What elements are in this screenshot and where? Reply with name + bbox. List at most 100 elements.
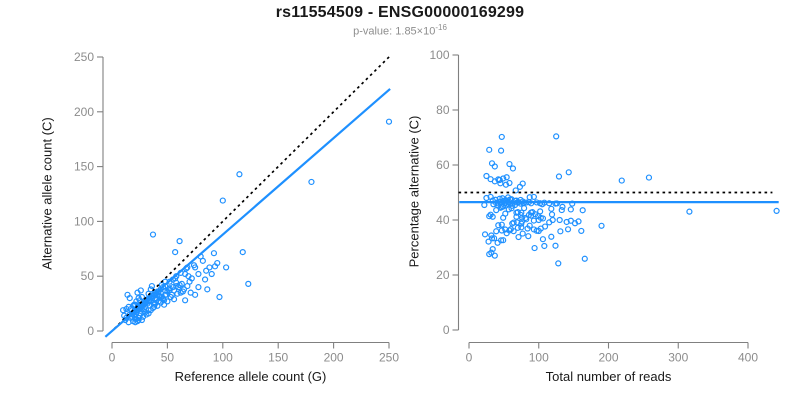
left-data-point [151,303,158,310]
left-data-point [143,298,150,305]
right-data-point [598,222,605,229]
right-data-point [483,172,490,180]
left-data-point [201,276,209,283]
right-data-point [564,226,572,233]
right-data-point [497,204,504,211]
identity-line [113,54,392,330]
right-data-point [516,183,524,190]
right-data-point [518,209,525,216]
left-data-point [160,301,168,308]
left-y-tick-label: 100 [74,214,94,228]
left-x-tick-label: 100 [213,351,233,365]
right-data-point [541,242,548,250]
left-data-point [174,290,181,297]
left-data-point [210,250,218,257]
left-y-tick-label: 150 [74,160,94,174]
right-data-point [486,251,493,258]
left-x-tick-label: 0 [109,351,116,365]
right-data-point [498,221,505,228]
right-x-tick-label: 0 [466,351,473,365]
left-data-point [124,291,131,298]
right-data-point [546,200,553,207]
right-data-point [645,174,653,181]
right-y-tick-label: 40 [436,213,450,227]
right-data-point [493,228,500,235]
left-data-point [208,270,215,278]
left-y-tick-label: 250 [74,50,94,64]
right-data-point [773,207,780,214]
right-data-point [491,163,498,170]
left-data-point [236,171,243,178]
right-data-point [500,214,507,221]
right-data-point [510,228,517,235]
right-data-point [548,211,556,218]
left-data-point [239,248,246,256]
left-data-point [182,297,189,304]
right-data-point [539,215,547,222]
right-data-point [563,218,570,226]
right-data-point [503,174,510,181]
right-data-point [575,218,582,225]
left-data-point [159,295,167,302]
right-plot-ylabel: Percentage alternative (C) [406,115,422,268]
right-data-point [618,177,625,184]
right-data-point [541,223,549,230]
right-data-point [512,187,519,194]
left-y-tick-label: 50 [81,269,95,283]
right-data-point [549,216,556,224]
right-y-tick-label: 20 [436,268,450,282]
left-data-point [223,264,230,271]
right-data-point [530,217,537,224]
right-data-point [558,206,565,214]
right-data-point [537,208,544,215]
right-data-point [555,173,563,180]
right-data-point [499,195,506,202]
right-y-tick-label: 100 [429,48,449,62]
right-data-point [567,206,574,213]
right-data-point [489,246,496,253]
left-data-point [119,307,127,314]
right-y-tick-label: 0 [443,323,450,337]
left-data-point [206,264,213,271]
right-data-point [519,180,526,187]
right-data-point [565,169,572,176]
left-data-point [151,301,158,308]
right-data-point [531,244,538,252]
right-data-point [485,238,492,245]
left-data-point [135,295,142,302]
right-data-point [491,235,498,242]
fit-line [104,88,391,338]
left-x-tick-label: 50 [161,351,175,365]
right-data-point [578,227,585,235]
right-data-point [495,222,502,229]
right-data-point [500,237,507,244]
right-data-point [488,160,496,167]
left-data-point [219,197,226,204]
right-data-point [509,220,516,227]
right-data-point [498,227,505,234]
right-data-point [515,233,522,241]
left-data-point [176,238,183,245]
right-x-tick-label: 400 [738,351,758,365]
right-data-point [496,176,503,184]
right-data-point [548,205,555,212]
right-data-point [486,213,493,220]
right-data-point [581,255,588,262]
left-data-point [192,291,199,298]
left-data-point [123,305,130,313]
left-plot-xlabel: Reference allele count (G) [174,369,327,384]
right-data-point [553,133,560,140]
left-data-point [138,316,146,324]
pvalue-exponent: -16 [435,23,447,32]
left-data-point [137,287,144,294]
right-data-point [530,193,537,201]
left-data-point [216,293,223,301]
right-data-point [525,233,532,240]
left-data-point [195,270,202,278]
left-data-point [245,280,252,287]
right-data-point [556,216,563,224]
right-data-point [526,222,533,229]
right-data-point [686,208,693,215]
